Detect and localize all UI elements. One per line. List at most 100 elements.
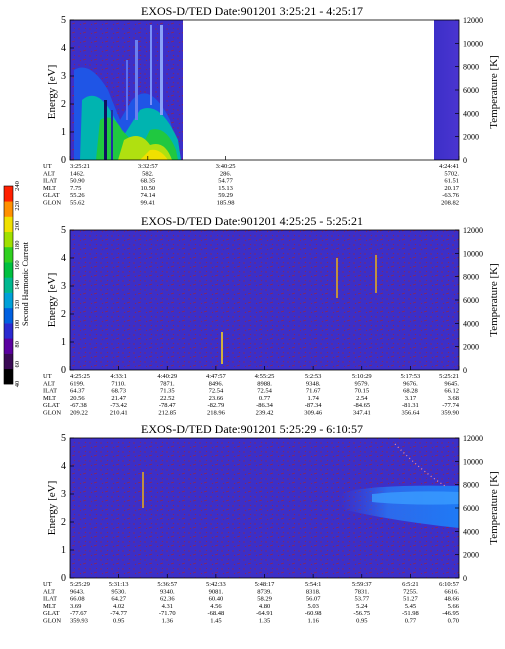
panel-2-cell: 71.35 <box>160 388 175 395</box>
panel-1-row-label: ILAT <box>43 178 57 185</box>
colorbar: 40 60 80 100 120 140 160 180 200 220 240 Second Ha… <box>3 181 30 387</box>
panel-2-cell: 7871. <box>160 380 175 387</box>
panel-3-cell: 4.31 <box>162 603 173 610</box>
colorbar-swatch <box>4 231 13 248</box>
colorbar-swatch <box>4 292 13 309</box>
panel-1-cell: 286. <box>220 170 232 177</box>
panel-2-cell: 4:40:29 <box>157 373 177 380</box>
panel-2-ytick-label: 4 <box>61 253 66 264</box>
panel-2-cell: 6199. <box>70 380 85 387</box>
panel-2-cell: 209.22 <box>70 410 88 417</box>
panel-1-y2tick-label: 2000 <box>463 133 479 142</box>
panel-3-cell: 9643. <box>70 588 85 595</box>
colorbar-tick-label: 140 <box>14 280 21 290</box>
panel-3-y2tick-label: 0 <box>463 574 467 583</box>
panel-1-ytick-label: 1 <box>61 127 66 138</box>
panel-1-y2tick-label: 4000 <box>463 109 479 118</box>
panel-2-cell: -78.47 <box>159 402 177 409</box>
panel-2-cell: 64.37 <box>70 388 85 395</box>
panel-3-cell: 1.16 <box>307 618 319 625</box>
panel-3-y2tick-label: 4000 <box>463 527 479 536</box>
panel-1-cell: 185.98 <box>217 200 235 207</box>
panel-3-cell: 0.70 <box>448 618 459 625</box>
panel-2-cell: -81.31 <box>402 402 419 409</box>
panel-1-ytick-label: 4 <box>61 43 66 54</box>
panel-3-band-feature <box>142 443 459 528</box>
panel-1-row-label: GLAT <box>43 192 60 199</box>
panel-2-cell: -84.65 <box>353 402 370 409</box>
colorbar-tick-label: 60 <box>14 361 21 368</box>
panel-3-y2label: Temperature [K] <box>488 471 500 544</box>
panel-3-cell: 5:54:1 <box>305 581 322 588</box>
panel-2-cell: 1.74 <box>307 395 319 402</box>
panel-1-cell: 7.75 <box>70 185 81 192</box>
panel-1-ylabel: Energy [eV] <box>46 65 58 119</box>
panel-3-cell: 58.29 <box>257 596 272 603</box>
colorbar-swatch <box>4 323 13 339</box>
panel-2-cell: 9645. <box>444 380 459 387</box>
panel-2-cell: 5:25:21 <box>439 373 459 380</box>
panel-2-cell: -73.42 <box>110 402 127 409</box>
panel-3-title: EXOS-D/TED Date:901201 5:25:29 - 6:10:57 <box>141 422 363 436</box>
panel-3-y2tick-label: 2000 <box>463 551 479 560</box>
panel-2-cell: 9676. <box>403 380 418 387</box>
panel-2-cell: 66.12 <box>444 388 459 395</box>
panel-3-cell: 8318. <box>306 588 321 595</box>
panel-3-cell: 48.66 <box>444 596 459 603</box>
panel-3-y2tick-label: 8000 <box>463 481 479 490</box>
colorbar-swatch <box>4 246 13 263</box>
panel-1-cell: 61.51 <box>444 178 459 185</box>
panel-3-row-label: GLON <box>43 618 61 625</box>
panel-3-cell: 5.24 <box>356 603 368 610</box>
panel-3-cell: -64.91 <box>256 610 273 617</box>
panel-2-cell: 4:47:57 <box>206 373 227 380</box>
panel-1-ytick-label: 2 <box>61 99 66 110</box>
panel-3-cell: 7255. <box>403 588 418 595</box>
colorbar-label: Second Harmonic Current <box>21 241 30 326</box>
panel-2-cell: 210.41 <box>110 410 128 417</box>
panel-3-cell: -46.95 <box>442 610 459 617</box>
panel-3-cell: 9530. <box>111 588 126 595</box>
panel-2-cell: 5:17:53 <box>400 373 420 380</box>
panel-1-cell: 3:40:25 <box>216 163 236 170</box>
panel-3-cell: -77.67 <box>70 610 88 617</box>
panel-2-cell: 309.46 <box>304 410 323 417</box>
panel-2-cell: 9348. <box>306 380 321 387</box>
panel-3-ylabel: Energy [eV] <box>46 481 58 535</box>
panel-2-cell: -86.34 <box>256 402 274 409</box>
panel-3-cell: 62.36 <box>160 596 175 603</box>
panel-3-cell: 6616. <box>444 588 459 595</box>
panel-1-cell: 3:32:57 <box>138 163 159 170</box>
panel-2-y2tick-label: 2000 <box>463 343 479 352</box>
colorbar-tick-label: 180 <box>14 241 21 251</box>
colorbar-swatch <box>4 277 13 293</box>
panel-3-y2tick-label: 12000 <box>463 434 483 443</box>
panel-1-cell: 5702. <box>444 170 459 177</box>
panel-3-row-label: MLT <box>43 603 56 610</box>
panel-1-y2tick-label: 0 <box>463 156 467 165</box>
panel-2-cell: 359.90 <box>441 410 459 417</box>
panel-2-plot-bg <box>70 230 459 370</box>
colorbar-swatch <box>4 201 13 217</box>
panel-2-y2tick-label: 6000 <box>463 296 479 305</box>
panel-1-row-label: MLT <box>43 185 56 192</box>
panel-3-cell: 1.45 <box>210 618 221 625</box>
panel-3-ytick-label: 2 <box>61 517 66 528</box>
colorbar-swatch <box>4 262 13 278</box>
panel-3-cell: -51.98 <box>402 610 419 617</box>
panel-3-cell: 1.36 <box>162 618 174 625</box>
panel-2-cell: 3.17 <box>405 395 417 402</box>
panel-3-cell: 64.27 <box>111 596 126 603</box>
colorbar-tick-label: 160 <box>14 260 21 270</box>
panel-2-cell: -87.34 <box>305 402 323 409</box>
colorbar-frame <box>3 185 14 385</box>
panel-2-row-label: GLAT <box>43 402 60 409</box>
panel-1-cell: 55.26 <box>70 192 85 199</box>
panel-2-row-label: ILAT <box>43 388 57 395</box>
panel-3-cell: 1.35 <box>259 618 270 625</box>
panel-3-cell: -56.75 <box>353 610 370 617</box>
panel-2-cell: -67.38 <box>70 402 87 409</box>
panel-3: EXOS-D/TED Date:901201 5:25:29 - 6:10:57… <box>43 422 500 625</box>
panel-2-cell: 347.41 <box>353 410 371 417</box>
